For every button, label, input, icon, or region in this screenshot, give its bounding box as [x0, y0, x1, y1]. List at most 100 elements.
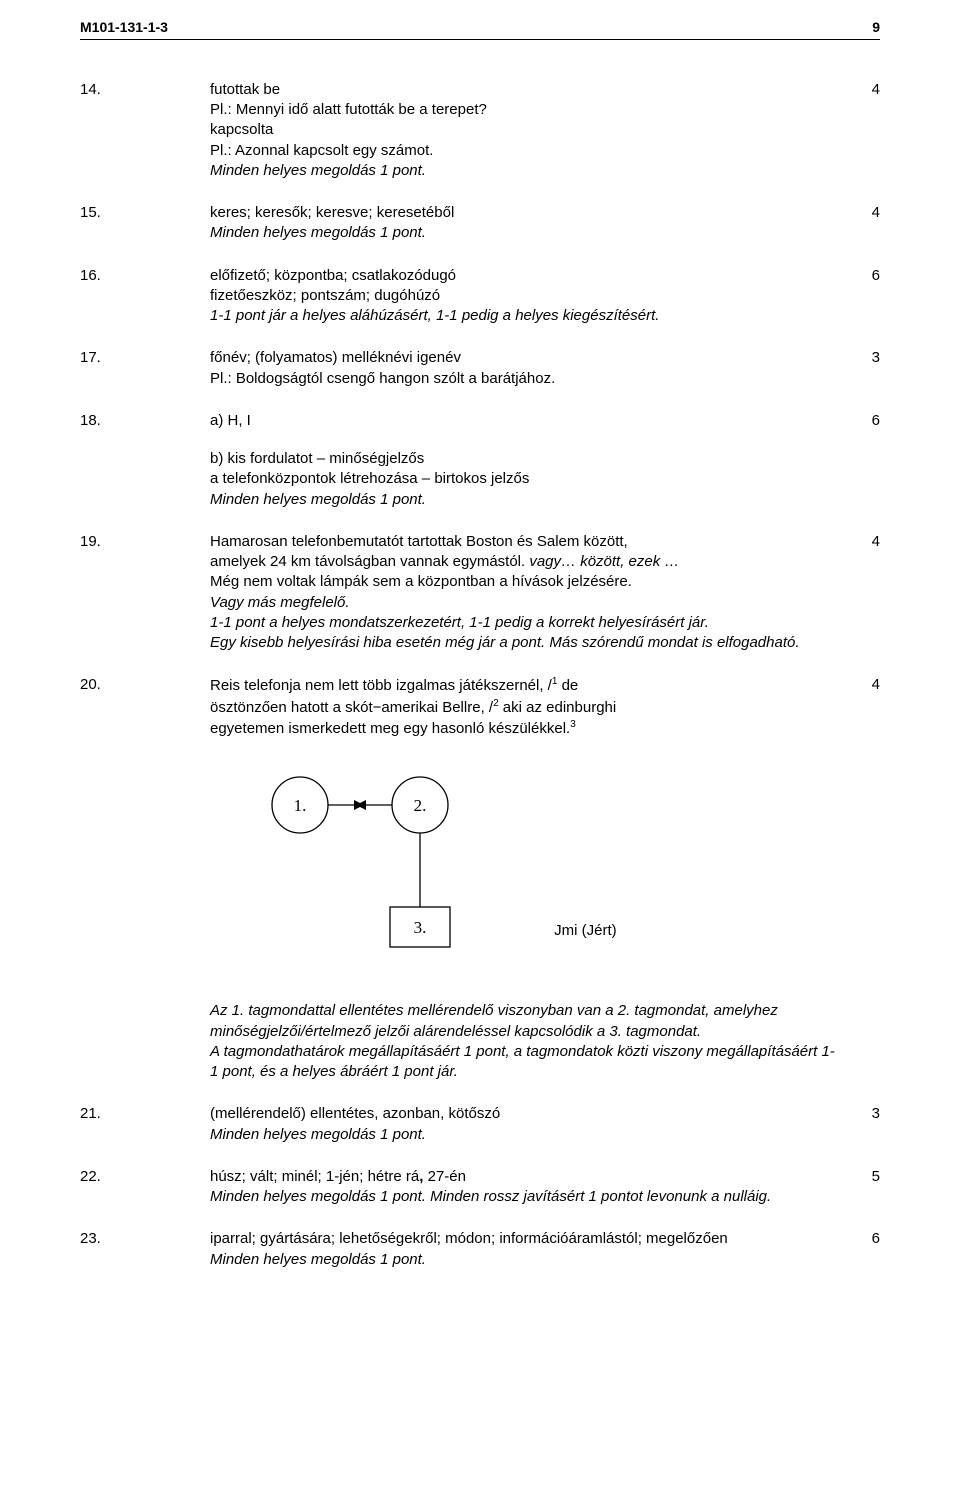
- item-body: Az 1. tagmondattal ellentétes mellérende…: [210, 1001, 880, 1082]
- item-22: 22. húsz; vált; minél; 1-jén; hétre rá, …: [80, 1167, 880, 1208]
- line: Pl.: Mennyi idő alatt futották be a tere…: [210, 100, 840, 120]
- line: a) H, I: [210, 411, 840, 431]
- item-18: 18. a) H, I b) kis fordulatot – minőségj…: [80, 411, 880, 510]
- svg-text:1.: 1.: [294, 796, 307, 815]
- item-body: (mellérendelő) ellentétes, azonban, kötő…: [210, 1104, 880, 1145]
- page-number: 9: [872, 18, 880, 37]
- svg-text:2.: 2.: [414, 796, 427, 815]
- item-score: 4: [860, 203, 880, 244]
- frag: 27-én: [423, 1168, 466, 1185]
- item-text: Hamarosan telefonbemutatót tartottak Bos…: [210, 532, 860, 654]
- note: A tagmondathatárok megállapításáért 1 po…: [210, 1042, 840, 1083]
- frag: ösztönzően hatott a skót−amerikai Bellre…: [210, 699, 493, 716]
- item-text: főnév; (folyamatos) melléknévi igenév Pl…: [210, 348, 860, 389]
- line: előfizető; központba; csatlakozódugó: [210, 266, 840, 286]
- item-21: 21. (mellérendelő) ellentétes, azonban, …: [80, 1104, 880, 1145]
- item-body: a) H, I b) kis fordulatot – minőségjelző…: [210, 411, 880, 510]
- note: Az 1. tagmondattal ellentétes mellérende…: [210, 1001, 840, 1042]
- item-number: 14.: [80, 80, 210, 181]
- line: ösztönzően hatott a skót−amerikai Bellre…: [210, 697, 840, 718]
- line: futottak be: [210, 80, 840, 100]
- diagram-cell: 1.2.3. Jmi (Jért): [210, 747, 860, 993]
- item-score: 6: [860, 266, 880, 327]
- spacer: [80, 747, 210, 993]
- item-score: 3: [860, 1104, 880, 1145]
- item-19: 19. Hamarosan telefonbemutatót tartottak…: [80, 532, 880, 654]
- line: egyetemen ismerkedett meg egy hasonló ké…: [210, 718, 840, 739]
- item-body: húsz; vált; minél; 1-jén; hétre rá, 27-é…: [210, 1167, 880, 1208]
- item-text: előfizető; központba; csatlakozódugó fiz…: [210, 266, 860, 327]
- frag: húsz; vált; minél; 1-jén; hétre rá: [210, 1168, 419, 1185]
- line: Reis telefonja nem lett több izgalmas já…: [210, 675, 840, 696]
- item-20-explanation: Az 1. tagmondattal ellentétes mellérende…: [80, 1001, 880, 1082]
- note: Minden helyes megoldás 1 pont.: [210, 161, 840, 181]
- frag: de: [557, 677, 578, 694]
- line: (mellérendelő) ellentétes, azonban, kötő…: [210, 1104, 840, 1124]
- item-number: 20.: [80, 675, 210, 739]
- note: Egy kisebb helyesírási hiba esetén még j…: [210, 633, 840, 653]
- item-number: 16.: [80, 266, 210, 327]
- item-15: 15. keres; keresők; keresve; keresetéből…: [80, 203, 880, 244]
- line: Pl.: Azonnal kapcsolt egy számot.: [210, 141, 840, 161]
- line: b) kis fordulatot – minőségjelzős: [210, 449, 840, 469]
- item-text: Az 1. tagmondattal ellentétes mellérende…: [210, 1001, 860, 1082]
- item-text: futottak be Pl.: Mennyi idő alatt futott…: [210, 80, 860, 181]
- line: főnév; (folyamatos) melléknévi igenév: [210, 348, 840, 368]
- note: Minden helyes megoldás 1 pont.: [210, 490, 840, 510]
- note: Minden helyes megoldás 1 pont.: [210, 1125, 840, 1145]
- item-text: a) H, I b) kis fordulatot – minőségjelző…: [210, 411, 860, 510]
- line: amelyek 24 km távolságban vannak egymást…: [210, 552, 840, 572]
- item-score: 6: [860, 1229, 880, 1270]
- item-body: főnév; (folyamatos) melléknévi igenév Pl…: [210, 348, 880, 389]
- superscript: 3: [570, 719, 576, 730]
- line: a telefonközpontok létrehozása – birtoko…: [210, 469, 840, 489]
- item-20: 20. Reis telefonja nem lett több izgalma…: [80, 675, 880, 739]
- item-number: 17.: [80, 348, 210, 389]
- item-text: Reis telefonja nem lett több izgalmas já…: [210, 675, 860, 739]
- note: Minden helyes megoldás 1 pont.: [210, 1250, 840, 1270]
- note: Vagy más megfelelő.: [210, 593, 840, 613]
- line: keres; keresők; keresve; keresetéből: [210, 203, 840, 223]
- item-number: 15.: [80, 203, 210, 244]
- line: kapcsolta: [210, 120, 840, 140]
- item-score: 6: [860, 411, 880, 510]
- item-body: előfizető; központba; csatlakozódugó fiz…: [210, 266, 880, 327]
- spacer: [860, 1001, 880, 1082]
- note: 1-1 pont jár a helyes aláhúzásért, 1-1 p…: [210, 306, 840, 326]
- svg-text:3.: 3.: [414, 918, 427, 937]
- frag: aki az edinburghi: [499, 699, 617, 716]
- item-number: 23.: [80, 1229, 210, 1270]
- item-text: iparral; gyártására; lehetőségekről; mód…: [210, 1229, 860, 1270]
- item-text: (mellérendelő) ellentétes, azonban, kötő…: [210, 1104, 860, 1145]
- item-23: 23. iparral; gyártására; lehetőségekről;…: [80, 1229, 880, 1270]
- sentence-diagram: 1.2.3. Jmi (Jért): [210, 767, 840, 963]
- doc-id: M101-131-1-3: [80, 18, 168, 37]
- note: Minden helyes megoldás 1 pont.: [210, 223, 840, 243]
- page-header: M101-131-1-3 9: [80, 18, 880, 40]
- spacer: [80, 1001, 210, 1082]
- item-number: 22.: [80, 1167, 210, 1208]
- item-text: húsz; vált; minél; 1-jén; hétre rá, 27-é…: [210, 1167, 860, 1208]
- item-score: 4: [860, 80, 880, 181]
- line: Pl.: Boldogságtól csengő hangon szólt a …: [210, 369, 840, 389]
- item-body: Reis telefonja nem lett több izgalmas já…: [210, 675, 880, 739]
- frag: egyetemen ismerkedett meg egy hasonló ké…: [210, 720, 570, 737]
- item-body: futottak be Pl.: Mennyi idő alatt futott…: [210, 80, 880, 181]
- frag: vagy… között, ezek …: [525, 553, 679, 570]
- item-score: 3: [860, 348, 880, 389]
- frag: Reis telefonja nem lett több izgalmas já…: [210, 677, 552, 694]
- item-16: 16. előfizető; központba; csatlakozódugó…: [80, 266, 880, 327]
- item-17: 17. főnév; (folyamatos) melléknévi igené…: [80, 348, 880, 389]
- item-body: 1.2.3. Jmi (Jért): [210, 747, 880, 993]
- spacer: [860, 747, 880, 993]
- item-body: Hamarosan telefonbemutatót tartottak Bos…: [210, 532, 880, 654]
- item-number: 18.: [80, 411, 210, 510]
- item-text: keres; keresők; keresve; keresetéből Min…: [210, 203, 860, 244]
- note: Minden helyes megoldás 1 pont. Minden ro…: [210, 1187, 840, 1207]
- item-body: keres; keresők; keresve; keresetéből Min…: [210, 203, 880, 244]
- diagram-svg: 1. 2. 3.: [250, 767, 510, 957]
- frag: amelyek 24 km távolságban vannak egymást…: [210, 553, 525, 570]
- line: iparral; gyártására; lehetőségekről; mód…: [210, 1229, 840, 1249]
- line: húsz; vált; minél; 1-jén; hétre rá, 27-é…: [210, 1167, 840, 1187]
- page-container: M101-131-1-3 9 14. futottak be Pl.: Menn…: [0, 0, 960, 1332]
